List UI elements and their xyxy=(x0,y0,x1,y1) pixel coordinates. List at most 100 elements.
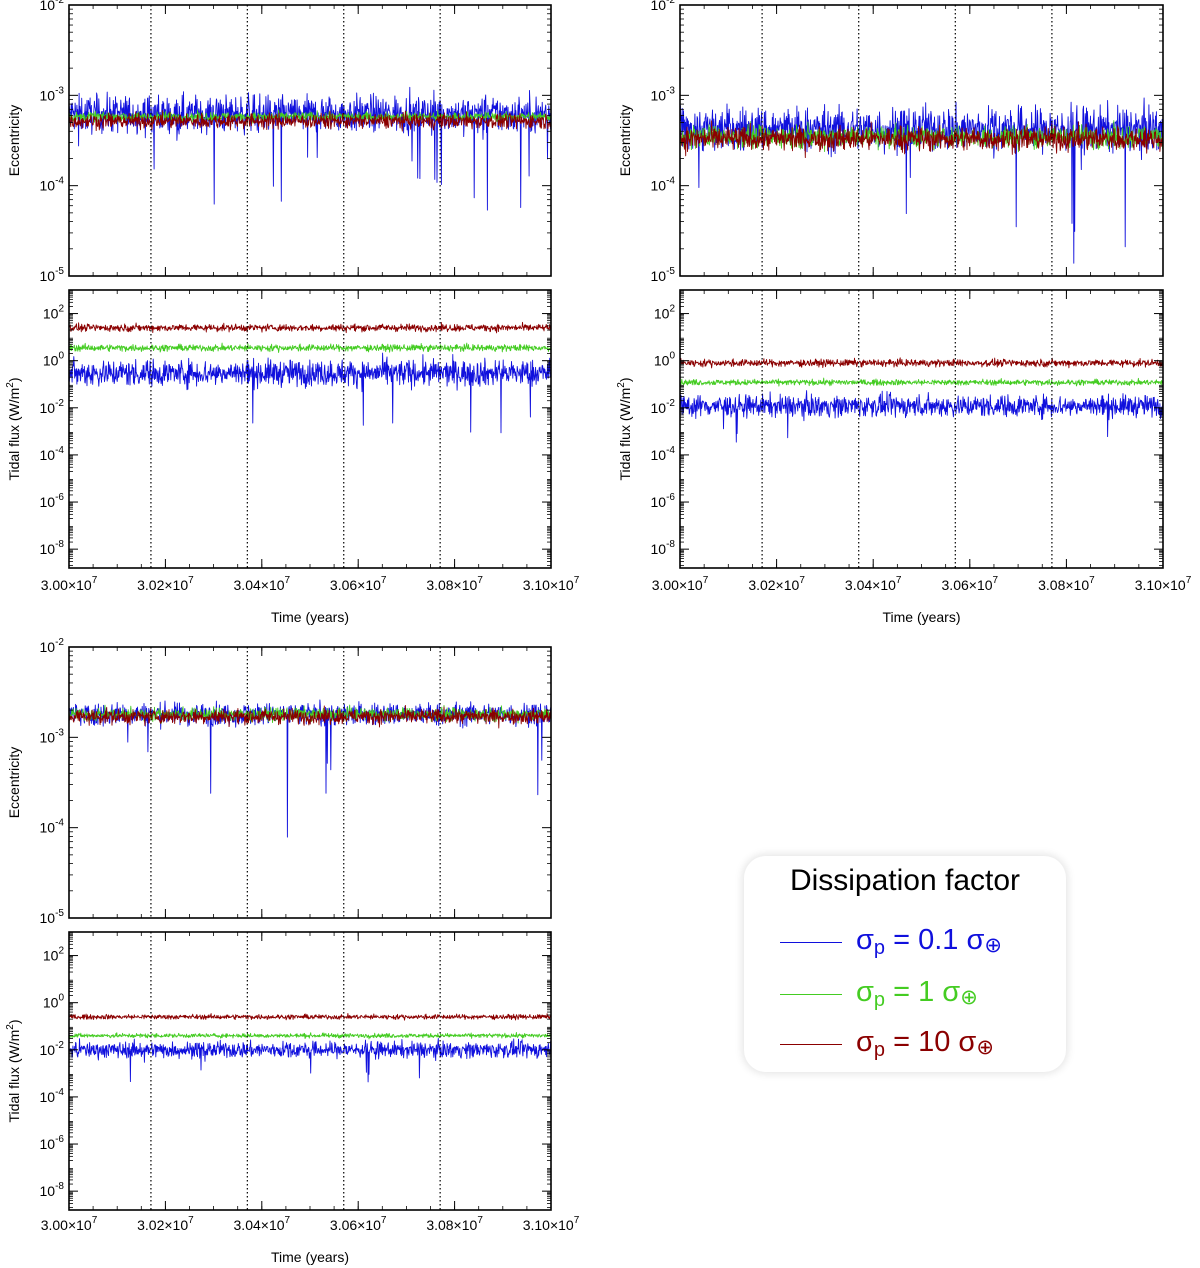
x-tick-label: 3.00×107 xyxy=(41,575,98,593)
x-tick-mantissa: 3.02×10 xyxy=(748,577,799,593)
ylabel-base: Tidal flux (W/m xyxy=(6,1030,22,1123)
y-tick-label-base: 10 xyxy=(43,995,59,1011)
y-tick-label-exp: -5 xyxy=(666,266,675,277)
y-tick-label: 10-8 xyxy=(40,1181,65,1199)
x-tick-exp: 7 xyxy=(285,575,291,586)
series-group xyxy=(69,321,551,434)
y-tick-label-base: 10 xyxy=(40,1183,56,1199)
y-tick-label-base: 10 xyxy=(40,87,56,103)
legend-entry-green: σp = 1 σ⊕ xyxy=(780,972,978,1016)
y-tick-label-exp: 2 xyxy=(58,946,64,957)
y-tick-label: 102 xyxy=(43,304,65,322)
x-tick-label: 3.04×107 xyxy=(234,575,291,593)
y-tick-label-base: 10 xyxy=(651,541,667,557)
x-tick-label: 3.08×107 xyxy=(1038,575,1095,593)
panel-bottom-left: 10-210-310-410-5Eccentricity10210010-210… xyxy=(5,637,580,1265)
ecc-subplot-top-left: 10-210-310-410-5 Eccentricity xyxy=(6,0,552,284)
ylabel-base: Tidal flux (W/m xyxy=(6,388,22,481)
ylabel-exp: 2 xyxy=(5,1024,16,1030)
y-tick-label-exp: 0 xyxy=(669,351,675,362)
x-tick-exp: 7 xyxy=(477,575,483,586)
y-tick-label-exp: -6 xyxy=(666,492,675,503)
y-tick-label-exp: -3 xyxy=(55,85,64,96)
y-tick-label: 10-4 xyxy=(40,1087,65,1105)
x-tick-mantissa: 3.06×10 xyxy=(330,577,381,593)
y-tick-label: 10-4 xyxy=(40,445,65,463)
y-tick-label: 10-8 xyxy=(651,539,676,557)
y-tick-label-exp: -2 xyxy=(55,637,64,648)
y-tick-label: 10-6 xyxy=(40,1134,65,1152)
ylabel-base: Tidal flux (W/m xyxy=(617,388,633,481)
ylabel-tidal-flux: Tidal flux (W/m2) xyxy=(5,1019,22,1122)
legend-label-red: σp = 10 σ⊕ xyxy=(856,1026,994,1061)
y-tick-label-base: 10 xyxy=(40,0,56,13)
x-tick-exp: 7 xyxy=(993,575,999,586)
xlabel-time: Time (years) xyxy=(882,609,960,625)
y-tick-label-base: 10 xyxy=(40,494,56,510)
y-ticks: 10-210-310-410-5 xyxy=(651,0,1164,284)
y-tick-label: 102 xyxy=(654,304,676,322)
y-tick-label-exp: -2 xyxy=(55,1040,64,1051)
y-tick-label-base: 10 xyxy=(651,87,667,103)
x-tick-exp: 7 xyxy=(1089,575,1095,586)
ylabel-eccentricity: Eccentricity xyxy=(6,105,22,177)
y-tick-label-base: 10 xyxy=(40,541,56,557)
y-tick-label-exp: 0 xyxy=(58,351,64,362)
y-tick-label-exp: -2 xyxy=(666,0,675,6)
y-tick-label-base: 10 xyxy=(40,178,56,194)
y-tick-label-base: 10 xyxy=(651,494,667,510)
y-tick-label-base: 10 xyxy=(651,178,667,194)
y-tick-label: 10-4 xyxy=(651,445,676,463)
y-tick-label-exp: -2 xyxy=(666,398,675,409)
red-series-ecc xyxy=(680,120,1163,159)
y-tick-label-base: 10 xyxy=(40,268,56,284)
x-tick-label: 3.06×107 xyxy=(942,575,999,593)
x-tick-label: 3.00×107 xyxy=(652,575,709,593)
x-tick-exp: 7 xyxy=(477,1215,483,1226)
series-group xyxy=(680,357,1163,443)
x-tick-exp: 7 xyxy=(703,575,709,586)
x-tick-labels: 3.00×107 3.02×107 3.04×107 3.06×107 3.08×107… xyxy=(41,1215,580,1233)
ylabel-exp: 2 xyxy=(616,382,627,388)
blue-series-flux xyxy=(69,352,551,434)
y-tick-label-base: 10 xyxy=(40,1089,56,1105)
y-tick-label-base: 10 xyxy=(43,306,59,322)
x-tick-mantissa: 3.10×10 xyxy=(523,1217,574,1233)
legend-label-blue: σp = 0.1 σ⊕ xyxy=(856,924,1002,959)
y-tick-label: 10-5 xyxy=(40,266,65,284)
red-series-flux xyxy=(69,1013,551,1021)
legend: Dissipation factor σp = 0.1 σ⊕ σp = 1 σ⊕… xyxy=(744,856,1066,1072)
y-tick-label: 10-5 xyxy=(40,908,65,926)
x-tick-label: 3.06×107 xyxy=(330,575,387,593)
blue-series-ecc xyxy=(69,86,551,211)
y-tick-label: 10-4 xyxy=(651,176,676,194)
y-tick-label: 100 xyxy=(43,993,65,1011)
red-series-flux xyxy=(680,357,1163,369)
red-series-flux xyxy=(69,321,551,334)
y-ticks: 10-210-310-410-5 xyxy=(40,0,552,284)
x-tick-exp: 7 xyxy=(188,575,194,586)
y-tick-label: 10-2 xyxy=(651,398,676,416)
y-tick-label-base: 10 xyxy=(651,447,667,463)
x-tick-mantissa: 3.10×10 xyxy=(1135,577,1186,593)
x-tick-exp: 7 xyxy=(285,1215,291,1226)
y-tick-label-exp: -2 xyxy=(55,0,64,6)
ylabel-close: ) xyxy=(617,377,633,382)
xlabel-time: Time (years) xyxy=(271,609,349,625)
x-tick-exp: 7 xyxy=(92,1215,98,1226)
ylabel-eccentricity: Eccentricity xyxy=(6,747,22,819)
x-tick-exp: 7 xyxy=(381,575,387,586)
x-tick-exp: 7 xyxy=(896,575,902,586)
y-tick-label-base: 10 xyxy=(40,400,56,416)
x-tick-label: 3.08×107 xyxy=(426,1215,483,1233)
y-tick-label-base: 10 xyxy=(651,0,667,13)
y-tick-label: 10-3 xyxy=(40,727,65,745)
x-tick-exp: 7 xyxy=(799,575,805,586)
y-tick-label-base: 10 xyxy=(43,353,59,369)
y-tick-label-base: 10 xyxy=(651,400,667,416)
y-tick-label-base: 10 xyxy=(654,306,670,322)
y-tick-label: 10-6 xyxy=(651,492,676,510)
